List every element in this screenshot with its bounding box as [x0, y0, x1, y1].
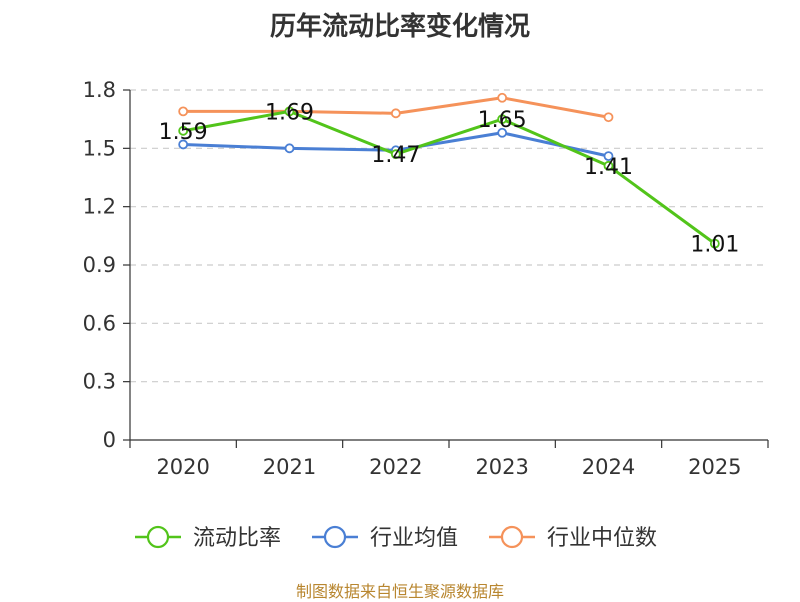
data-point	[390, 108, 401, 119]
y-tick-label: 0.9	[83, 253, 116, 277]
legend-marker	[500, 525, 524, 549]
y-tick-label: 1.2	[83, 195, 116, 219]
data-label: 1.59	[159, 120, 208, 145]
y-tick-label: 1.5	[83, 136, 116, 160]
data-point	[390, 149, 401, 160]
data-point	[603, 151, 614, 162]
y-tick-label: 0	[103, 428, 116, 452]
data-point	[497, 127, 508, 138]
legend-label: 流动比率	[193, 526, 281, 551]
data-point	[178, 139, 189, 150]
axes: 0 0.3 0.6 0.9 1.2 1.5 1.8 2020 2021 2022 2023 2024 2…	[83, 78, 769, 479]
x-tick-label: 2022	[369, 455, 422, 479]
chart-title: 历年流动比率变化情况	[269, 12, 530, 42]
data-point	[709, 238, 720, 249]
data-label: 1.47	[371, 143, 420, 168]
data-point	[284, 106, 295, 117]
data-label: 1.01	[690, 233, 739, 258]
y-tick-label: 0.3	[83, 370, 116, 394]
legend-label: 行业中位数	[547, 526, 657, 551]
data-point	[497, 114, 508, 125]
x-tick-label: 2024	[582, 455, 635, 479]
data-point	[178, 125, 189, 136]
x-tick-label: 2023	[475, 455, 528, 479]
y-tick-label: 0.6	[83, 311, 116, 335]
legend-marker	[146, 525, 170, 549]
legend-marker	[323, 525, 347, 549]
data-point	[603, 112, 614, 123]
x-tick-label: 2020	[156, 455, 209, 479]
data-label: 1.41	[584, 155, 633, 180]
data-point	[178, 106, 189, 117]
legend-label: 行业均值	[370, 526, 458, 551]
data-point	[284, 143, 295, 154]
series-lines	[178, 92, 720, 249]
y-tick-label: 1.8	[83, 78, 116, 102]
gridlines	[130, 89, 768, 383]
data-point	[497, 92, 508, 103]
data-label: 1.69	[265, 100, 314, 125]
x-tick-label: 2025	[688, 455, 741, 479]
series-line	[182, 109, 716, 245]
source-note: 制图数据来自恒生聚源数据库	[295, 582, 504, 601]
legend: 流动比率 行业均值 行业中位数	[135, 525, 657, 551]
x-tick-label: 2021	[263, 455, 316, 479]
data-point	[603, 160, 614, 171]
data-label: 1.65	[478, 108, 527, 133]
data-labels: 1.59 1.69 1.47 1.65 1.41 1.01	[159, 100, 740, 257]
